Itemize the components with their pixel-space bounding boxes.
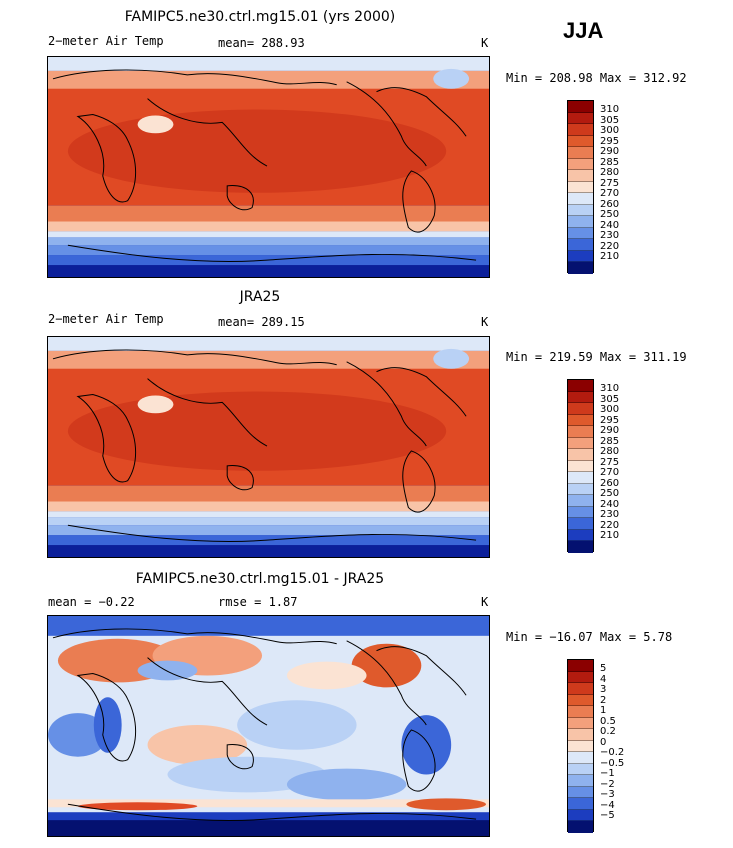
colorbar-label: 275: [600, 456, 620, 468]
colorbar-label: 220: [600, 519, 620, 531]
panel-3-map-field: [48, 616, 489, 836]
colorbar-label: 5: [600, 663, 607, 674]
colorbar-label: 305: [600, 393, 620, 405]
colorbar-label: 1: [600, 705, 607, 716]
panel-1-map: [47, 56, 490, 278]
colorbar-label: 285: [600, 435, 620, 447]
colorbar-label: 240: [600, 219, 620, 231]
panel-3-colorbar: [567, 659, 594, 833]
colorbar-label: 250: [600, 488, 620, 499]
panel-2-unit: K: [481, 315, 489, 329]
colorbar-label: 2: [600, 694, 607, 706]
panel-2-title: JRA25: [239, 289, 281, 305]
colorbar-label: 285: [600, 156, 620, 168]
panel-2-map-field: [48, 337, 489, 557]
colorbar-label: −3: [600, 789, 615, 800]
colorbar-label: 310: [600, 104, 620, 115]
colorbar-label: 295: [600, 135, 620, 147]
colorbar-label: 210: [600, 530, 620, 541]
colorbar-label: 270: [600, 188, 620, 199]
panel-1-unit: K: [481, 36, 489, 50]
colorbar-label: 300: [600, 404, 620, 415]
panel-3-unit: K: [481, 595, 489, 609]
colorbar-label: 0.5: [600, 715, 616, 727]
panel-3-mean: mean = −0.22: [48, 595, 135, 609]
panel-2-minmax: Min = 219.59 Max = 311.19: [506, 350, 687, 364]
panel-1-map-field: [48, 57, 489, 277]
colorbar-label: 4: [600, 673, 607, 685]
colorbar-label: 300: [600, 125, 620, 136]
panel-2-colorbar: [567, 379, 594, 553]
colorbar-label: 290: [600, 146, 620, 157]
panel-3-map: [47, 615, 490, 837]
panel-3-rmse: rmse = 1.87: [218, 595, 298, 609]
colorbar-label: 280: [600, 446, 620, 457]
colorbar-label: 310: [600, 383, 620, 394]
colorbar-label: 230: [600, 230, 620, 241]
panel-2-mean: mean= 289.15: [218, 315, 305, 329]
colorbar-label: 0.2: [600, 726, 616, 737]
colorbar-label: −5: [600, 810, 615, 821]
colorbar-label: 230: [600, 509, 620, 520]
colorbar-label: 290: [600, 425, 620, 436]
season-label: JJA: [563, 18, 604, 43]
colorbar-label: 260: [600, 477, 620, 489]
panel-1-variable: 2−meter Air Temp: [48, 34, 164, 48]
colorbar-label: −0.2: [600, 747, 625, 758]
colorbar-label: 260: [600, 198, 620, 210]
colorbar-label: 0: [600, 736, 607, 748]
panel-3-minmax: Min = −16.07 Max = 5.78: [506, 630, 673, 644]
colorbar-label: −4: [600, 799, 615, 811]
panel-3-title: FAMIPC5.ne30.ctrl.mg15.01 - JRA25: [135, 571, 385, 587]
colorbar-label: −0.5: [600, 757, 625, 769]
colorbar-label: −1: [600, 768, 615, 779]
panel-2-map: [47, 336, 490, 558]
panel-1-title: FAMIPC5.ne30.ctrl.mg15.01 (yrs 2000): [124, 9, 396, 25]
panel-1-mean: mean= 288.93: [218, 36, 305, 50]
colorbar-label: 295: [600, 414, 620, 426]
panel-2-variable: 2−meter Air Temp: [48, 312, 164, 326]
colorbar-label: −2: [600, 778, 615, 790]
colorbar-label: 210: [600, 251, 620, 262]
colorbar-label: 3: [600, 684, 607, 695]
panel-1-colorbar: [567, 100, 594, 274]
colorbar-label: 270: [600, 467, 620, 478]
colorbar-label: 240: [600, 498, 620, 510]
colorbar-label: 275: [600, 177, 620, 189]
panel-1-minmax: Min = 208.98 Max = 312.92: [506, 71, 687, 85]
colorbar-label: 250: [600, 209, 620, 220]
colorbar-label: 305: [600, 114, 620, 126]
colorbar-label: 220: [600, 240, 620, 252]
colorbar-label: 280: [600, 167, 620, 178]
